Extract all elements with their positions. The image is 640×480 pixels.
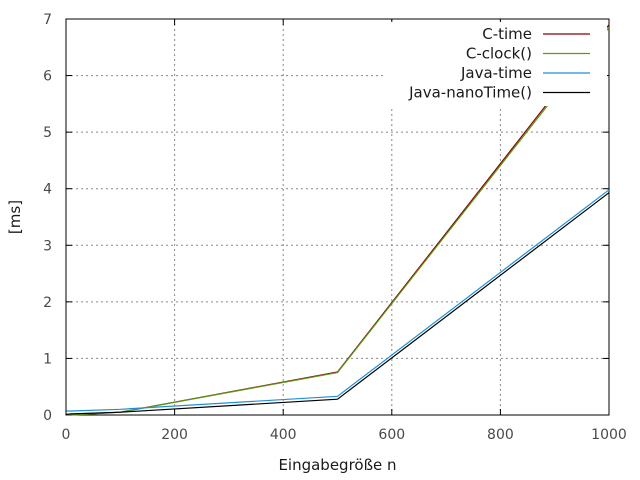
legend: C-time C-clock()Java-time Java-nanoTime() [408,25,590,102]
x-tick-label: 200 [161,427,188,443]
legend-label: C-time [482,25,532,43]
y-tick-label: 4 [43,182,52,198]
x-tick-label: 600 [378,427,405,443]
x-tick-label: 1000 [591,427,627,443]
x-axis-label: Eingabegröße n [278,456,396,474]
y-tick-label: 1 [43,351,52,367]
legend-label: C-clock() [466,45,532,63]
y-tick-label: 6 [43,69,52,85]
legend-label: Java-time [460,64,532,82]
x-tick-label: 800 [487,427,514,443]
y-tick-label: 3 [43,238,52,254]
y-tick-label: 5 [43,125,52,141]
series-line-3 [66,192,610,415]
x-tick-label: 0 [62,427,71,443]
legend-label: Java-nanoTime() [408,84,532,102]
plot-frame [65,18,610,416]
y-axis-label: [ms] [6,200,24,234]
series-lines [66,24,610,416]
series-line-2 [66,189,610,412]
y-tick-label: 7 [43,12,52,28]
y-tick-label: 0 [43,408,52,424]
x-tick-label: 400 [270,427,297,443]
y-tick-label: 2 [43,295,52,311]
